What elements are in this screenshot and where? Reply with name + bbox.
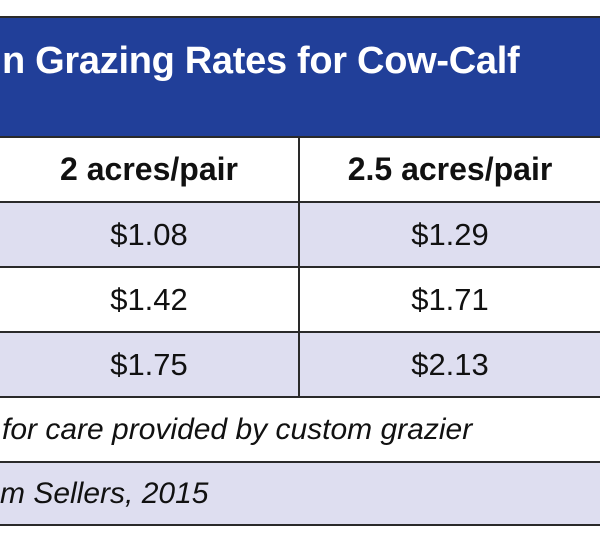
- table-cell: $1.29: [411, 216, 489, 252]
- column-header: 2 acres/pair: [0, 138, 300, 201]
- footnote: for care provided by custom grazier: [2, 412, 473, 446]
- table-cell: $2.13: [411, 346, 489, 382]
- table-row: $1.08 $1.29: [0, 203, 600, 268]
- table-cell: $1.75: [0, 333, 300, 396]
- table-cell: $1.08: [0, 203, 300, 266]
- source-row: m Sellers, 2015: [0, 463, 600, 524]
- source-note: m Sellers, 2015: [0, 476, 209, 510]
- header-row: 2 acres/pair 2.5 acres/pair: [0, 138, 600, 203]
- column-header: 2.5 acres/pair: [347, 151, 553, 187]
- grazing-rates-table: n Grazing Rates for Cow-Calf 2 acres/pai…: [0, 16, 600, 526]
- table-title-band: n Grazing Rates for Cow-Calf: [0, 18, 600, 138]
- table-row: $1.75 $2.13: [0, 333, 600, 398]
- table-cell: $1.71: [411, 281, 489, 317]
- table-title: n Grazing Rates for Cow-Calf: [2, 40, 520, 82]
- footnote-row: for care provided by custom grazier: [0, 398, 600, 463]
- table-cell: $1.42: [0, 268, 300, 331]
- table-row: $1.42 $1.71: [0, 268, 600, 333]
